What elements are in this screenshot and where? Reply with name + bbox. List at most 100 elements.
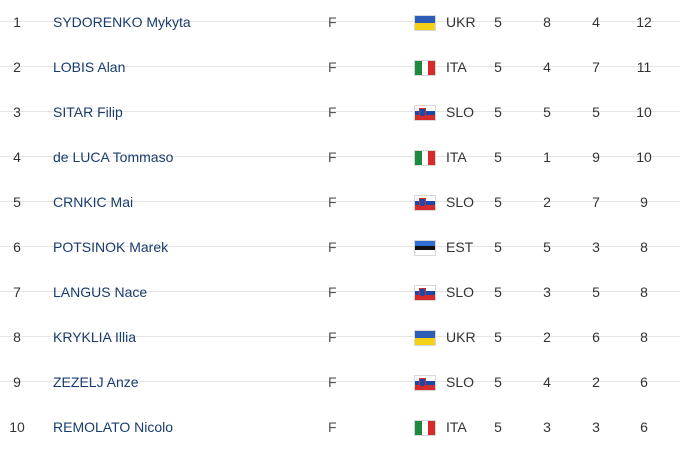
rank-cell: 3 — [13, 104, 21, 120]
rank-cell: 1 — [13, 14, 21, 30]
position-cell: F — [328, 149, 337, 165]
player-name-link[interactable]: SITAR Filip — [53, 104, 123, 120]
goals-cell: 5 — [543, 104, 551, 120]
points-cell: 6 — [640, 419, 648, 435]
nationality-cell: ITA — [446, 149, 467, 165]
assists-cell: 2 — [592, 374, 600, 390]
nationality-cell: SLO — [446, 104, 475, 120]
games-played-cell: 5 — [494, 284, 502, 300]
assists-cell: 5 — [592, 104, 600, 120]
table-row: 2 LOBIS Alan F ITA 5 4 7 11 — [0, 22, 680, 76]
assists-cell: 6 — [592, 329, 600, 345]
position-cell: F — [328, 284, 337, 300]
ukraine-flag-icon — [414, 292, 436, 346]
position-cell: F — [328, 14, 337, 30]
goals-cell: 4 — [543, 59, 551, 75]
points-cell: 12 — [636, 14, 652, 30]
points-cell: 10 — [636, 104, 652, 120]
table-row: 4 de LUCA Tommaso F ITA 5 1 9 10 — [0, 112, 680, 166]
points-cell: 6 — [640, 374, 648, 390]
player-name-link[interactable]: LANGUS Nace — [53, 284, 148, 300]
player-name-link[interactable]: REMOLATO Nicolo — [53, 419, 174, 435]
rank-cell: 9 — [13, 374, 21, 390]
points-cell: 11 — [636, 59, 652, 75]
games-played-cell: 5 — [494, 329, 502, 345]
games-played-cell: 5 — [494, 14, 502, 30]
player-name-link[interactable]: LOBIS Alan — [53, 59, 126, 75]
games-played-cell: 5 — [494, 419, 502, 435]
table-row: 3 SITAR Filip F SLO 5 5 5 10 — [0, 67, 680, 121]
goals-cell: 8 — [543, 14, 551, 30]
position-cell: F — [328, 239, 337, 255]
player-name-link[interactable]: ZEZELJ Anze — [53, 374, 139, 390]
rank-cell: 5 — [13, 194, 21, 210]
slovenia-flag-icon — [414, 67, 436, 121]
nationality-cell: SLO — [446, 284, 475, 300]
italy-flag-icon — [414, 22, 436, 76]
goals-cell: 2 — [543, 329, 551, 345]
player-name-link[interactable]: de LUCA Tommaso — [53, 149, 174, 165]
rank-cell: 4 — [13, 149, 21, 165]
italy-flag-icon — [414, 112, 436, 166]
nationality-cell: SLO — [446, 194, 475, 210]
slovenia-flag-icon — [414, 157, 436, 211]
scoring-leaders-table: 1 SYDORENKO Mykyta F UKR 5 8 4 12 2 LOBI… — [0, 0, 680, 436]
points-cell: 8 — [640, 329, 648, 345]
goals-cell: 4 — [543, 374, 551, 390]
table-row: 5 CRNKIC Mai F SLO 5 2 7 9 — [0, 157, 680, 211]
table-row: 9 ZEZELJ Anze F SLO 5 4 2 6 — [0, 337, 680, 391]
games-played-cell: 5 — [494, 59, 502, 75]
games-played-cell: 5 — [494, 104, 502, 120]
table-row: 1 SYDORENKO Mykyta F UKR 5 8 4 12 — [0, 0, 680, 31]
position-cell: F — [328, 194, 337, 210]
rank-cell: 10 — [9, 419, 25, 435]
goals-cell: 1 — [543, 149, 551, 165]
table-row: 10 REMOLATO Nicolo F ITA 5 3 3 6 — [0, 382, 680, 436]
goals-cell: 2 — [543, 194, 551, 210]
goals-cell: 3 — [543, 419, 551, 435]
table-row: 8 KRYKLIA Illia F UKR 5 2 6 8 — [0, 292, 680, 346]
player-name-link[interactable]: KRYKLIA Illia — [53, 329, 137, 345]
assists-cell: 5 — [592, 284, 600, 300]
games-played-cell: 5 — [494, 374, 502, 390]
table-row: 7 LANGUS Nace F SLO 5 3 5 8 — [0, 247, 680, 301]
position-cell: F — [328, 104, 337, 120]
nationality-cell: SLO — [446, 374, 475, 390]
assists-cell: 7 — [592, 194, 600, 210]
points-cell: 8 — [640, 284, 648, 300]
games-played-cell: 5 — [494, 149, 502, 165]
nationality-cell: ITA — [446, 419, 467, 435]
assists-cell: 3 — [592, 419, 600, 435]
assists-cell: 3 — [592, 239, 600, 255]
position-cell: F — [328, 419, 337, 435]
rank-cell: 2 — [13, 59, 21, 75]
points-cell: 10 — [636, 149, 652, 165]
nationality-cell: EST — [446, 239, 474, 255]
player-name-link[interactable]: SYDORENKO Mykyta — [53, 14, 191, 30]
goals-cell: 5 — [543, 239, 551, 255]
assists-cell: 4 — [592, 14, 600, 30]
rank-cell: 7 — [13, 284, 21, 300]
position-cell: F — [328, 329, 337, 345]
nationality-cell: UKR — [446, 329, 476, 345]
rank-cell: 8 — [13, 329, 21, 345]
position-cell: F — [328, 59, 337, 75]
points-cell: 9 — [640, 194, 648, 210]
ukraine-flag-icon — [414, 0, 436, 31]
goals-cell: 3 — [543, 284, 551, 300]
player-name-link[interactable]: POTSINOK Marek — [53, 239, 169, 255]
table-row: 6 POTSINOK Marek F EST 5 5 3 8 — [0, 202, 680, 256]
assists-cell: 7 — [592, 59, 600, 75]
slovenia-flag-icon — [414, 337, 436, 391]
nationality-cell: ITA — [446, 59, 467, 75]
italy-flag-icon — [414, 382, 436, 436]
nationality-cell: UKR — [446, 14, 476, 30]
position-cell: F — [328, 374, 337, 390]
player-name-link[interactable]: CRNKIC Mai — [53, 194, 134, 210]
rank-cell: 6 — [13, 239, 21, 255]
estonia-flag-icon — [414, 202, 436, 256]
assists-cell: 9 — [592, 149, 600, 165]
games-played-cell: 5 — [494, 194, 502, 210]
games-played-cell: 5 — [494, 239, 502, 255]
slovenia-flag-icon — [414, 247, 436, 301]
